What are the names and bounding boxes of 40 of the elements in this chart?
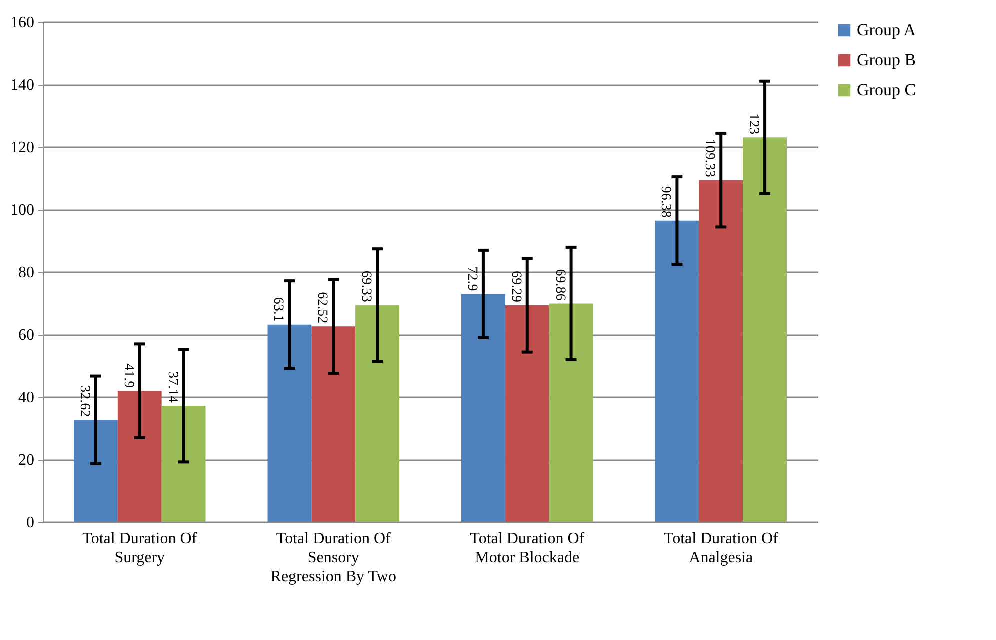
data-label: 123 [746, 114, 762, 135]
bar [505, 305, 550, 522]
bar [118, 391, 162, 522]
y-tick-label: 80 [18, 264, 34, 282]
y-tick-label: 40 [18, 390, 34, 406]
data-label: 62.52 [314, 292, 330, 324]
data-label: 69.29 [508, 270, 524, 302]
data-label: 72.9 [464, 266, 480, 292]
data-label: 41.9 [120, 364, 136, 388]
x-tick-label: Total Duration Of Sensory Regression By Two [270, 530, 396, 586]
bar [162, 406, 206, 522]
data-label: 32.62 [76, 386, 92, 418]
y-tick-label: 0 [26, 514, 34, 532]
y-tick-label: 60 [18, 327, 34, 344]
bar [356, 305, 400, 522]
bar [655, 220, 700, 522]
y-tick-label: 160 [10, 14, 34, 32]
bar [549, 304, 594, 522]
bar [699, 180, 744, 522]
bar [743, 138, 787, 522]
data-label: 69.33 [358, 270, 374, 302]
bar [268, 324, 312, 522]
legend-label: Group B [857, 50, 916, 70]
y-tick-label: 120 [10, 140, 34, 156]
x-tick-label: Total Duration Of Analgesia [664, 530, 779, 566]
y-tick-label: 100 [10, 202, 34, 219]
x-tick-label: Total Duration Of Surgery [82, 530, 198, 566]
data-label: 63.1 [270, 297, 286, 322]
data-label: 69.86 [552, 269, 568, 301]
data-label: 96.38 [658, 186, 674, 218]
data-label: 37.14 [164, 371, 180, 403]
bar [462, 294, 506, 522]
bar [312, 326, 356, 522]
legend-label: Group C [857, 80, 916, 100]
bar [74, 420, 118, 522]
x-tick-label: Total Duration Of Motor Blockade [470, 530, 586, 566]
data-label: 109.33 [702, 138, 718, 178]
y-tick-label: 140 [10, 77, 34, 94]
legend-label: Group A [857, 20, 917, 40]
y-tick-label: 20 [18, 452, 34, 469]
